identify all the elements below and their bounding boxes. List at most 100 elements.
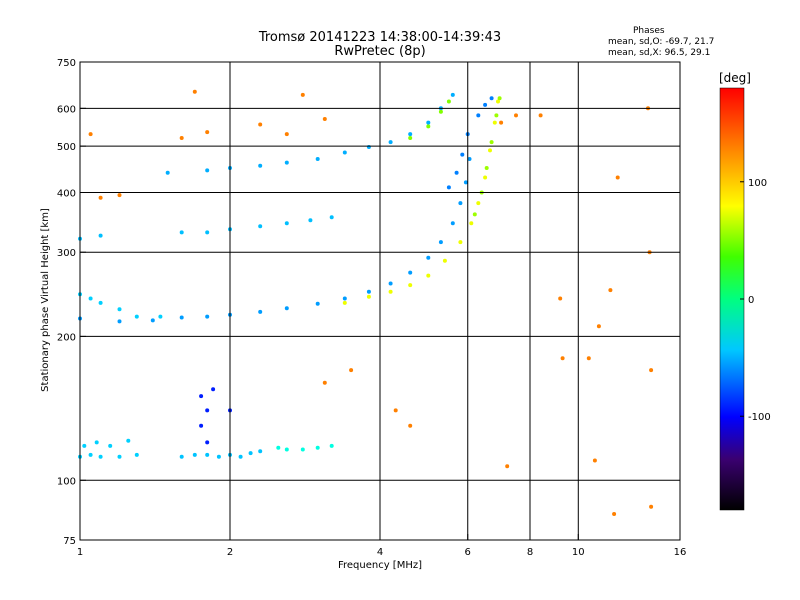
data-point [467,157,472,161]
data-points [78,89,654,516]
data-point [238,454,243,459]
data-point [82,443,87,448]
data-point [488,148,492,153]
data-point [258,122,263,127]
data-point [205,440,210,445]
data-point [329,215,334,220]
data-point [117,319,122,324]
data-point [426,120,431,125]
data-point [179,136,184,140]
data-point [438,240,443,245]
data-point [322,117,327,121]
data-point [446,185,451,190]
data-point [192,452,197,457]
data-point [258,309,263,314]
data-point [366,294,371,299]
x-axis: 1 2 4 6 8 10 16 [77,534,687,558]
x-tick-label: 8 [527,547,533,558]
data-point [463,180,468,185]
data-point [284,132,289,137]
data-point [586,356,591,361]
data-point [496,99,500,104]
chart-title: Tromsø 20141223 14:38:00-14:39:43 [258,30,501,45]
data-point [199,423,204,428]
data-point [205,314,210,319]
data-point [284,160,289,165]
data-point [499,120,504,125]
x-tick-label: 16 [674,547,687,558]
phases-heading: Phases [633,26,665,36]
data-point [442,258,447,263]
data-point [497,96,502,101]
data-point [211,387,216,392]
data-point [199,394,204,399]
data-point [98,195,103,200]
data-point [205,130,210,135]
data-point [558,296,563,301]
data-point [134,314,139,319]
data-point [88,296,93,301]
data-point [134,452,139,457]
x-tick-label: 1 [77,547,83,558]
data-point [450,92,455,97]
data-point [489,96,494,101]
data-point [596,324,601,329]
data-point [560,356,565,361]
data-point [205,408,210,413]
y-tick-label: 600 [57,104,76,115]
data-point [608,288,613,293]
colorbar-label: [deg] [719,71,751,85]
data-point [450,221,455,226]
data-point [98,454,103,459]
data-point [108,443,113,448]
y-tick-label: 750 [57,58,76,69]
data-point [492,120,497,125]
data-point [205,230,210,235]
data-point [342,296,347,301]
y-axis-label: Stationary phase Virtual Height [km] [40,208,51,392]
phases-mean-x: mean, sd,X: 96.5, 29.1 [608,48,710,58]
data-point [248,451,253,456]
data-point [460,152,465,157]
y-tick-label: 75 [63,536,76,547]
gridlines [80,62,680,540]
data-point [349,368,354,373]
data-point [408,423,413,428]
data-point [472,212,477,217]
data-point [342,150,347,155]
data-point [117,193,122,198]
data-point [408,136,413,140]
data-point [258,224,263,229]
data-point [322,380,327,385]
data-point [408,283,413,288]
data-point [612,512,617,516]
colorbar-tick-label: -100 [748,412,771,423]
data-point [366,289,371,294]
x-tick-label: 4 [377,547,383,558]
data-point [366,145,371,149]
data-point [126,438,131,443]
chart-subtitle: RwPretec (8p) [334,44,425,59]
data-point [458,201,463,206]
data-point [258,163,263,168]
data-point [88,132,93,137]
data-point [179,230,184,235]
data-point [300,447,305,452]
x-tick-label: 2 [227,547,233,558]
data-point [216,454,221,459]
y-tick-label: 200 [57,332,76,343]
data-point [388,281,393,286]
y-tick-label: 400 [57,188,76,199]
data-point [458,240,463,245]
x-tick-label: 6 [465,547,471,558]
data-point [117,454,122,459]
data-point [205,168,210,173]
data-point [329,443,334,448]
data-point [388,289,393,294]
data-point [284,221,289,226]
data-point [98,300,103,305]
data-point [469,221,474,226]
data-point [179,454,184,459]
data-point [483,102,488,107]
data-point [426,255,431,260]
